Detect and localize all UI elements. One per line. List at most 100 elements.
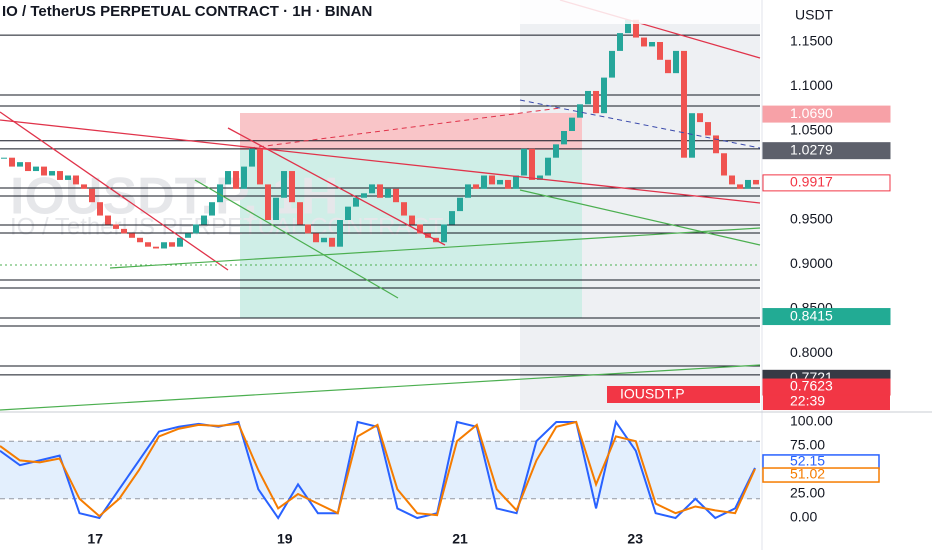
candle [329, 237, 335, 247]
currency: USDT [795, 7, 834, 23]
target-zone [240, 150, 582, 318]
candle [233, 171, 239, 189]
candle [529, 148, 535, 180]
y-tick-label: 1.1000 [790, 77, 833, 93]
candle [561, 131, 567, 145]
candle [753, 179, 759, 185]
candle [401, 202, 407, 216]
candle [113, 224, 119, 229]
price-badge [762, 308, 891, 326]
trend-line [0, 364, 761, 411]
candle [377, 184, 383, 198]
candle [521, 148, 527, 176]
stoch-badge [762, 467, 880, 483]
candle [481, 175, 487, 189]
candle [81, 184, 87, 189]
stoch-tick-label: 0.00 [790, 509, 817, 525]
candle [33, 166, 39, 172]
drawings [0, 0, 761, 411]
candle [57, 171, 63, 180]
chart-title: IO / TetherUS PERPETUAL CONTRACT · 1H · … [2, 3, 372, 20]
candle [545, 157, 551, 176]
candle [513, 175, 519, 189]
candle [553, 144, 559, 158]
candle [681, 50, 687, 158]
trend-line [0, 119, 761, 204]
watermark-subtitle: IO / TetherUS PERPETUAL CONTRACT [10, 213, 444, 240]
trend-line [519, 99, 761, 149]
candle [137, 237, 143, 243]
candle [257, 148, 263, 185]
candle [201, 215, 207, 225]
candle [265, 184, 271, 220]
candle [1, 157, 7, 159]
stoch-tick-label: 100.00 [790, 413, 833, 429]
candle [217, 184, 223, 203]
candle [617, 33, 623, 51]
candle [393, 188, 399, 203]
candle [249, 148, 255, 167]
candle [729, 175, 735, 185]
candle [153, 246, 159, 249]
candle [537, 175, 543, 180]
candle [209, 202, 215, 216]
candle [129, 233, 135, 238]
candle [145, 242, 151, 247]
candle [9, 157, 15, 167]
candle [185, 233, 191, 238]
candle [697, 113, 703, 123]
candle [457, 197, 463, 212]
candle [665, 59, 671, 74]
countdown: 22:39 [790, 393, 825, 409]
x-tick-label: 17 [87, 531, 103, 547]
price-label: 0.8415 [790, 307, 833, 323]
stoch-line [0, 420, 756, 518]
price-label: 1.0279 [790, 141, 833, 157]
candle [689, 113, 695, 158]
trend-line [109, 227, 761, 269]
price-label: 0.9917 [790, 174, 833, 190]
candle [273, 197, 279, 220]
price-badge [762, 105, 891, 123]
x-tick-label: 21 [452, 531, 468, 547]
stoch-tick-label: 75.00 [790, 437, 825, 453]
x-tick-label: 19 [277, 531, 293, 547]
candle [585, 90, 591, 105]
candle [337, 219, 343, 247]
candle [97, 202, 103, 216]
candle [321, 237, 327, 243]
trend-line [0, 111, 229, 271]
candle [569, 117, 575, 132]
candle [121, 228, 127, 234]
candle [169, 242, 175, 247]
candle [505, 179, 511, 189]
y-tick-label: 0.9500 [790, 211, 833, 227]
candle [465, 184, 471, 198]
candle [241, 166, 247, 189]
candle [49, 171, 55, 176]
candle [105, 215, 111, 225]
candle [345, 206, 351, 220]
candle [385, 188, 391, 198]
candle [609, 50, 615, 78]
symbol-label: IOUSDT.P [620, 386, 685, 402]
candle [193, 224, 199, 234]
candle [641, 37, 647, 47]
candle [577, 104, 583, 118]
candle [721, 153, 727, 176]
candle [633, 19, 639, 38]
price-label: 1.0690 [790, 105, 833, 121]
candle [177, 237, 183, 247]
candle [361, 193, 367, 198]
candle [449, 211, 455, 225]
x-tick-label: 23 [627, 531, 643, 547]
trend-line [249, 107, 561, 149]
candle [73, 175, 79, 185]
candle [489, 175, 495, 185]
candle [657, 42, 663, 60]
candle [313, 233, 319, 243]
trend-line [519, 189, 761, 246]
candle [369, 184, 375, 194]
stoch-last-label: 51.02 [790, 466, 825, 482]
